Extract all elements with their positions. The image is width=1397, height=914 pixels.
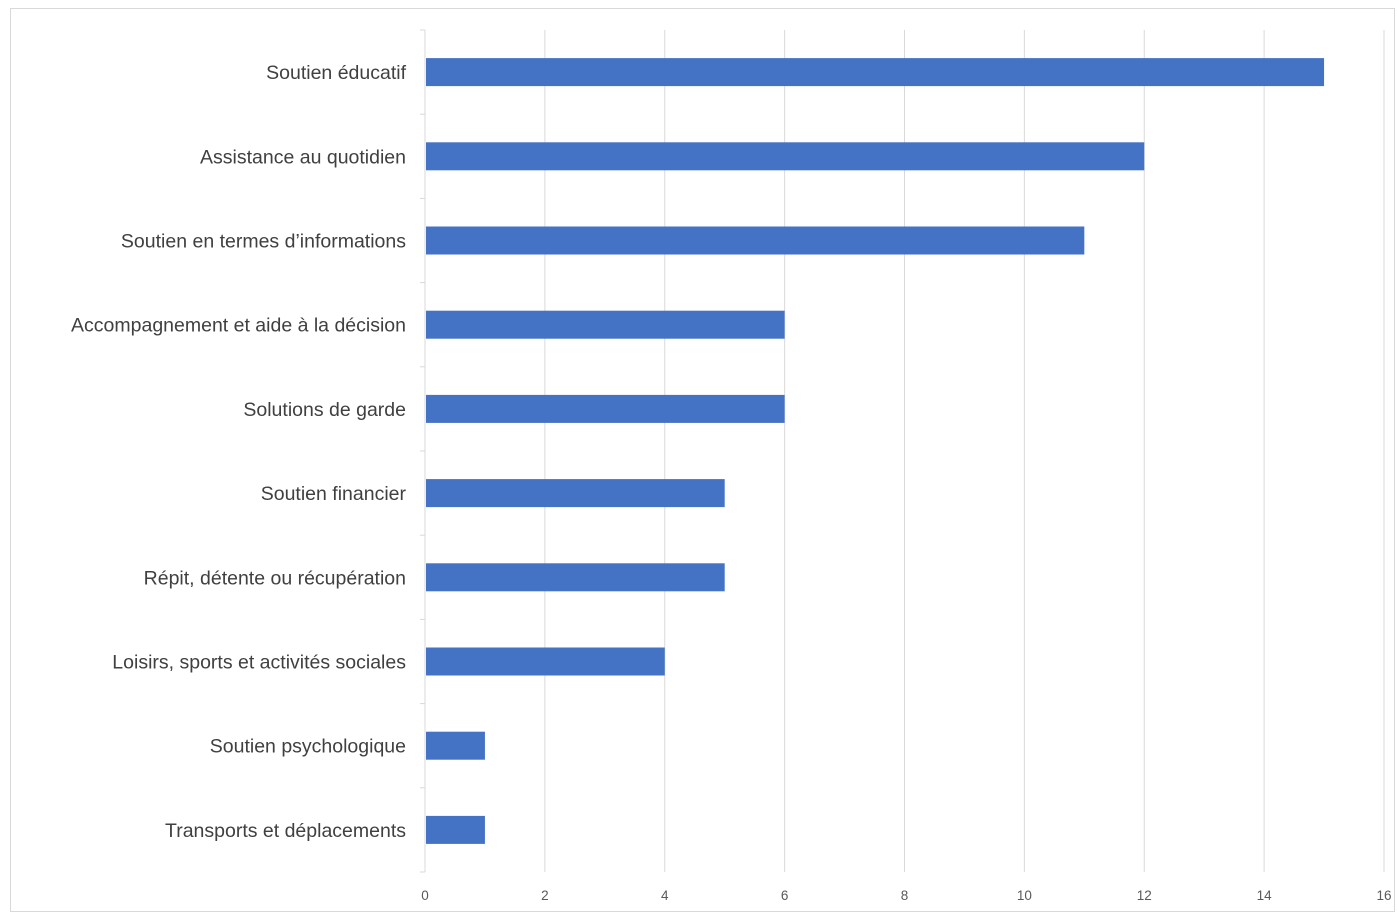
x-tick-label: 4 — [661, 888, 669, 903]
category-label: Répit, détente ou récupération — [144, 567, 406, 589]
bar — [426, 310, 785, 339]
gridlines — [544, 30, 1385, 872]
category-label: Accompagnement et aide à la décision — [71, 315, 406, 337]
bar — [426, 731, 485, 760]
category-label: Solutions de garde — [243, 399, 406, 421]
x-tick-label: 6 — [781, 888, 789, 903]
bar — [426, 226, 1085, 255]
category-label: Soutien en termes d’informations — [121, 231, 406, 253]
bars — [426, 58, 1325, 844]
bar — [426, 815, 485, 844]
x-tick-label: 8 — [901, 888, 909, 903]
category-labels: Soutien éducatif Assistance au quotidien S… — [71, 62, 407, 842]
category-axis — [420, 29, 426, 873]
category-label: Soutien psychologique — [210, 736, 406, 758]
x-tick-label: 16 — [1376, 888, 1391, 903]
bar — [426, 647, 665, 676]
category-label: Loisirs, sports et activités sociales — [112, 652, 406, 674]
category-label: Transports et déplacements — [165, 820, 406, 842]
bar — [426, 58, 1325, 87]
category-label: Soutien financier — [261, 483, 407, 505]
x-tick-labels: 0 2 4 6 8 10 12 14 16 — [421, 888, 1391, 903]
bar — [426, 563, 725, 592]
x-tick-label: 12 — [1137, 888, 1152, 903]
x-tick-label: 2 — [541, 888, 549, 903]
bar — [426, 394, 785, 423]
category-label: Assistance au quotidien — [200, 146, 406, 168]
category-label: Soutien éducatif — [266, 62, 406, 84]
bar — [426, 142, 1145, 171]
x-tick-label: 14 — [1257, 888, 1273, 903]
x-tick-label: 0 — [421, 888, 429, 903]
x-tick-label: 10 — [1017, 888, 1032, 903]
bar — [426, 479, 725, 508]
